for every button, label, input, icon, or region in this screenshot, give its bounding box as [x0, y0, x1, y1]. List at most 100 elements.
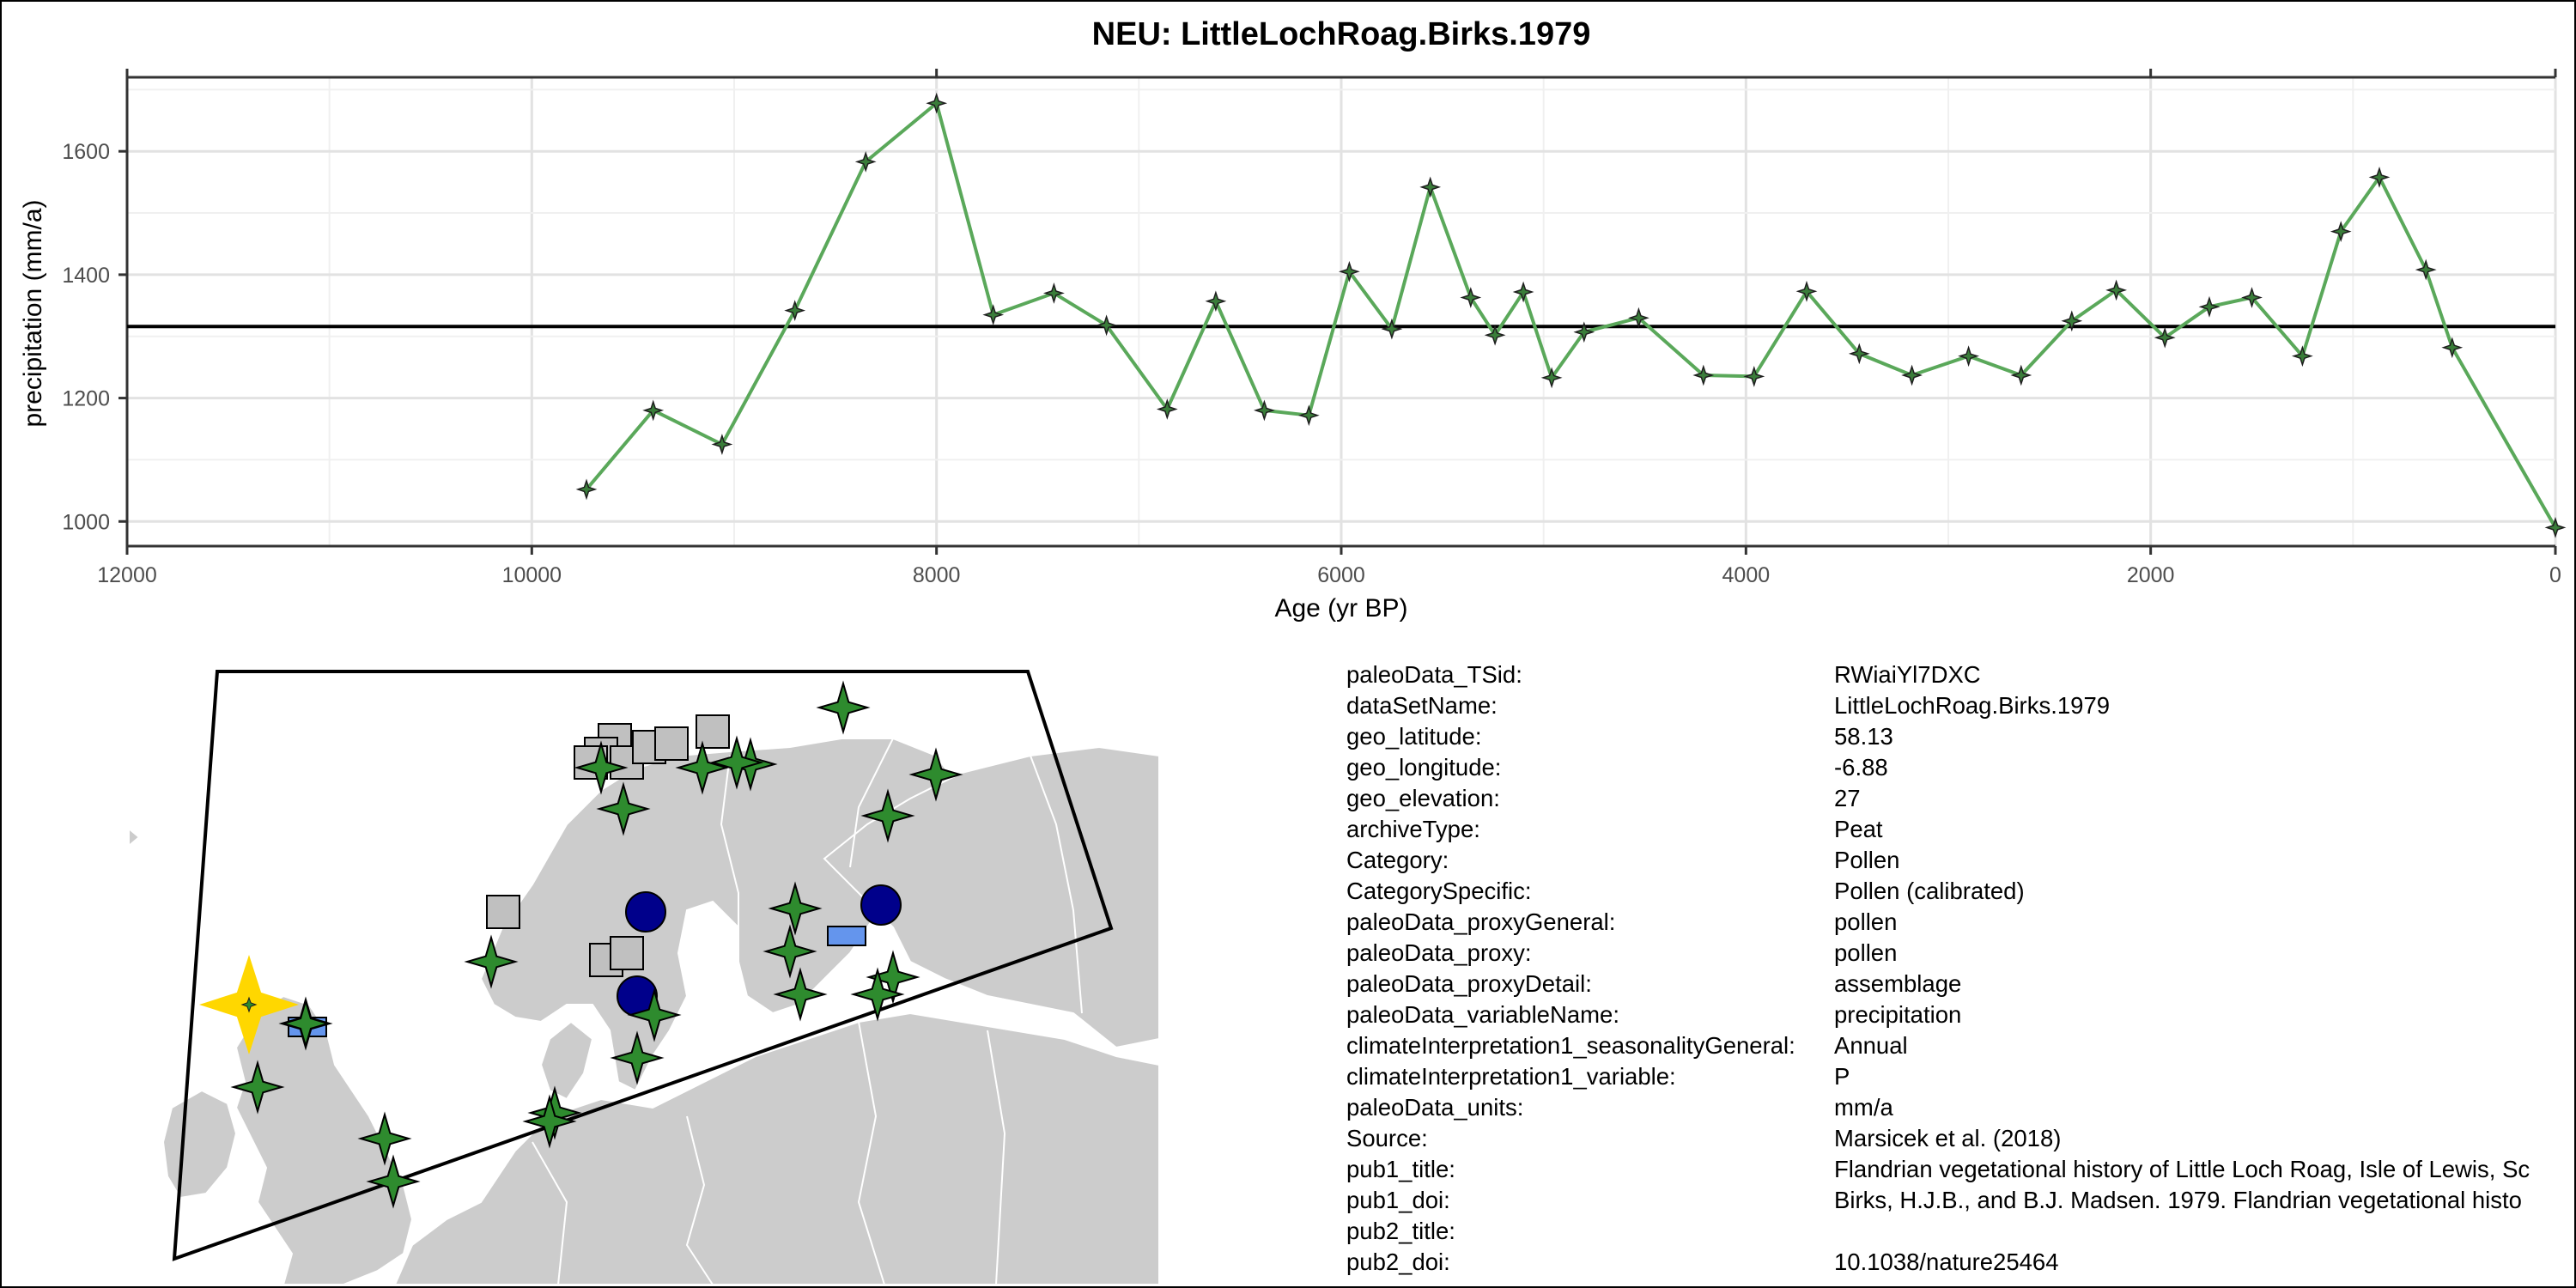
site-markers — [199, 680, 963, 1209]
star-marker — [866, 950, 920, 1005]
data-point — [1848, 343, 1870, 365]
data-point — [854, 151, 877, 173]
metadata-value: LittleLochRoag.Birks.1979 — [1834, 692, 2111, 719]
region-boundary — [172, 670, 1114, 1261]
metadata-row: dataSetName: LittleLochRoag.Birks.1979 — [1346, 690, 2530, 721]
star-marker — [464, 934, 519, 989]
x-tick-label: 12000 — [97, 563, 157, 587]
star-marker — [366, 1154, 421, 1209]
metadata-row: paleoData_proxyDetail: assemblage — [1346, 969, 2530, 999]
star-marker — [522, 1094, 577, 1149]
data-point — [1573, 321, 1595, 343]
metadata-value: -6.88 — [1834, 754, 1888, 781]
metadata-row: archiveType: Peat — [1346, 814, 2530, 845]
metadata-row: geo_latitude: 58.13 — [1346, 721, 2530, 752]
data-point — [711, 434, 733, 455]
star-marker — [357, 1111, 412, 1166]
square-marker — [610, 936, 644, 970]
metadata-key: geo_elevation: — [1346, 785, 1500, 811]
circle-marker — [860, 884, 902, 926]
data-point — [982, 304, 1005, 326]
data-point — [1958, 345, 1980, 368]
data-point — [2415, 258, 2437, 281]
metadata-key: archiveType: — [1346, 816, 1480, 842]
star-marker — [768, 881, 823, 936]
metadata-row: climateInterpretation1_seasonalityGenera… — [1346, 1030, 2530, 1061]
highlighted-site-center — [240, 996, 258, 1013]
data-point — [1156, 398, 1178, 420]
y-tick-label: 1400 — [62, 264, 110, 288]
metadata-key: Source: — [1346, 1125, 1428, 1151]
data-point — [2198, 295, 2221, 318]
metadata-row: geo_longitude: -6.88 — [1346, 752, 2530, 783]
star-marker — [816, 680, 871, 735]
x-tick-label: 10000 — [502, 563, 562, 587]
mainland-europe-land — [393, 1012, 1159, 1285]
tick-labels: 12000 10000 8000 6000 4000 2000 0 1000 1200 1400 1… — [62, 140, 2561, 587]
data-point — [2544, 516, 2567, 538]
metadata-row: climateInterpretation1_variable: P — [1346, 1061, 2530, 1092]
data-point — [1692, 364, 1715, 386]
metadata-key: dataSetName: — [1346, 692, 1498, 719]
metadata-value: 27 — [1834, 785, 1861, 811]
metadata-key: paleoData_proxyGeneral: — [1346, 908, 1616, 935]
x-tick-label: 6000 — [1317, 563, 1365, 587]
data-point — [2105, 279, 2128, 301]
metadata-key: pub1_title: — [1346, 1156, 1455, 1182]
metadata-value: pollen — [1834, 908, 1898, 935]
metadata-row: CategorySpecific: Pollen (calibrated) — [1346, 876, 2530, 907]
data-point — [2368, 166, 2391, 188]
data-point — [1460, 287, 1482, 308]
data-point — [1205, 290, 1227, 313]
metadata-key: pub1_doi: — [1346, 1187, 1450, 1213]
metadata-key: paleoData_proxy: — [1346, 939, 1532, 966]
faroe-fragment — [129, 827, 141, 848]
star-marker — [230, 1060, 285, 1115]
metadata-value: RWiaiYl7DXC — [1834, 661, 1981, 688]
star-marker — [610, 1030, 665, 1085]
data-point — [784, 300, 806, 322]
data-point — [2061, 310, 2083, 332]
series-layer — [575, 92, 2567, 538]
star-marker — [280, 998, 331, 1049]
metadata-value: assemblage — [1834, 970, 1962, 997]
metadata-row: pub1_title: Flandrian vegetational histor… — [1346, 1154, 2530, 1185]
metadata-key: climateInterpretation1_seasonalityGenera… — [1346, 1032, 1795, 1059]
data-point — [1627, 307, 1649, 329]
metadata-value: P — [1834, 1063, 1850, 1090]
x-tick-label: 2000 — [2127, 563, 2175, 587]
metadata-key: paleoData_TSid: — [1346, 661, 1522, 688]
metadata-panel: paleoData_TSid: RWiaiYl7DXC dataSetName: Li… — [1346, 653, 2571, 1283]
metadata-value: Marsicek et al. (2018) — [1834, 1125, 2062, 1151]
metadata-value: Pollen — [1834, 847, 1900, 873]
metadata-row: paleoData_proxy: pollen — [1346, 938, 2530, 969]
metadata-key: paleoData_units: — [1346, 1094, 1524, 1121]
data-point — [2291, 345, 2313, 368]
metadata-key: CategorySpecific: — [1346, 878, 1532, 904]
star-marker — [596, 781, 651, 836]
data-point — [2010, 364, 2032, 386]
metadata-value: 58.13 — [1834, 723, 1893, 750]
grid — [125, 77, 2557, 546]
metadata-key: geo_latitude: — [1346, 723, 1482, 750]
data-point — [1253, 399, 1275, 422]
metadata-value: precipitation — [1834, 1001, 1962, 1028]
metadata-value: Birks, H.J.B., and B.J. Madsen. 1979. Fl… — [1834, 1187, 2522, 1213]
metadata-key: geo_longitude: — [1346, 754, 1502, 781]
metadata-row: pub2_title: — [1346, 1216, 2530, 1247]
circle-marker — [625, 891, 666, 933]
metadata-key: paleoData_proxyDetail: — [1346, 970, 1592, 997]
star-marker — [675, 740, 730, 795]
data-point — [2441, 337, 2464, 359]
y-axis-label: precipitation (mm/a) — [19, 199, 47, 427]
data-point — [2330, 221, 2352, 242]
metadata-row: geo_elevation: 27 — [1346, 783, 2530, 814]
data-point — [1795, 280, 1818, 302]
metadata-value — [1834, 1216, 2530, 1247]
metadata-value: Annual — [1834, 1032, 1908, 1059]
data-point — [642, 399, 665, 422]
star-marker — [709, 735, 764, 790]
data-point — [2241, 287, 2263, 308]
data-point — [2154, 326, 2176, 349]
